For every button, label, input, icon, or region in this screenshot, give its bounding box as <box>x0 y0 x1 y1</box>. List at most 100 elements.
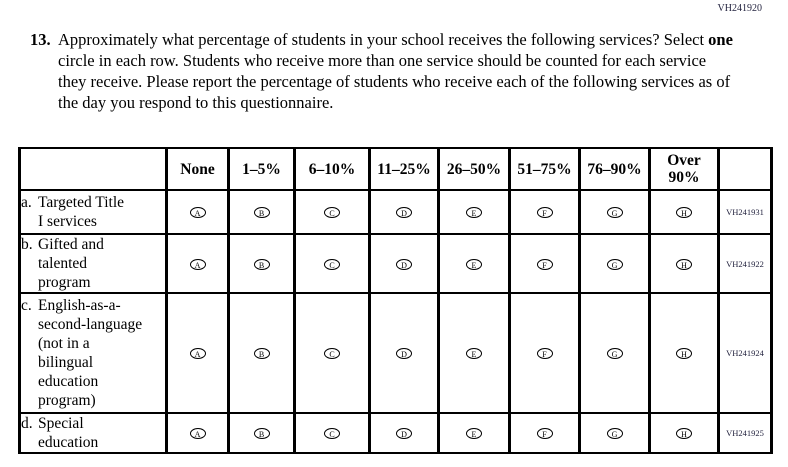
answer-cell: D <box>368 412 440 454</box>
answer-bubble-b[interactable]: B <box>253 348 270 359</box>
row-label: a. Targeted Title I services <box>18 189 168 235</box>
answer-bubble-g[interactable]: G <box>606 258 623 270</box>
code-column-header <box>717 147 773 191</box>
answer-cell: H <box>648 412 720 454</box>
answer-bubble-e[interactable]: E <box>466 207 482 218</box>
row-letter: d. <box>21 415 33 432</box>
answer-bubble-e[interactable]: E <box>466 428 482 439</box>
answer-bubble-d[interactable]: D <box>396 207 412 218</box>
answer-bubble-g[interactable]: G <box>606 207 623 218</box>
answer-cell: F <box>508 292 581 414</box>
answer-cell: G <box>578 292 651 414</box>
column-header: 26–50% <box>437 147 511 191</box>
answer-bubble-h[interactable]: H <box>676 258 692 270</box>
answer-cell: G <box>578 412 651 454</box>
table-row: b. Gifted and talented program A B C D E F G H VH241… <box>18 233 773 294</box>
column-header: Over 90% <box>648 147 720 191</box>
answer-bubble-g[interactable]: G <box>606 348 623 359</box>
row-label: b. Gifted and talented program <box>18 233 168 294</box>
question-block: 13. Approximately what percentage of stu… <box>30 29 736 113</box>
answer-bubble-c[interactable]: C <box>324 258 340 270</box>
answer-cell: D <box>368 189 440 235</box>
answer-cell: E <box>437 233 511 294</box>
answer-cell: E <box>437 189 511 235</box>
answer-bubble-c[interactable]: C <box>324 207 340 218</box>
corner-cell <box>18 147 168 191</box>
table-row: a. Targeted Title I services A B C D E F G H VH2419… <box>18 189 773 235</box>
answer-cell: F <box>508 189 581 235</box>
answer-cell: H <box>648 233 720 294</box>
answer-bubble-f[interactable]: F <box>536 428 553 439</box>
answer-cell: C <box>293 292 371 414</box>
answer-cell: A <box>165 412 230 454</box>
question-text-part: circle in each row. Students who receive… <box>58 51 731 112</box>
answer-bubble-c[interactable]: C <box>324 428 340 439</box>
row-label-text: Gifted and talented program <box>38 236 104 291</box>
row-label-text: Special education <box>38 415 99 451</box>
answer-bubble-a[interactable]: A <box>189 207 206 218</box>
answer-cell: B <box>227 292 296 414</box>
answer-cell: A <box>165 189 230 235</box>
row-label-text: Targeted Title I services <box>38 194 125 230</box>
row-code: VH241924 <box>717 292 773 414</box>
answer-bubble-a[interactable]: A <box>189 428 206 439</box>
answer-bubble-g[interactable]: G <box>606 428 623 439</box>
answer-cell: C <box>293 189 371 235</box>
table-header-row: None 1–5% 6–10% 11–25% 26–50% 51–75% 76–90% Ove… <box>18 147 773 191</box>
row-letter: a. <box>21 194 32 211</box>
row-label: d. Special education <box>18 412 168 454</box>
row-letter: c. <box>21 297 32 314</box>
answer-cell: C <box>293 233 371 294</box>
answer-bubble-f[interactable]: F <box>536 207 553 218</box>
answer-bubble-f[interactable]: F <box>536 348 553 359</box>
answer-bubble-b[interactable]: B <box>253 428 270 439</box>
row-code: VH241931 <box>717 189 773 235</box>
answer-bubble-a[interactable]: A <box>189 258 206 270</box>
answer-bubble-e[interactable]: E <box>466 258 482 270</box>
answer-cell: D <box>368 233 440 294</box>
row-label-text: English-as-a-second-language (not in a bil… <box>38 297 143 409</box>
question-number: 13. <box>30 30 51 49</box>
answer-cell: B <box>227 189 296 235</box>
answer-bubble-d[interactable]: D <box>396 348 412 359</box>
row-code: VH241925 <box>717 412 773 454</box>
row-letter: b. <box>21 236 33 253</box>
answer-bubble-d[interactable]: D <box>396 428 412 439</box>
answer-cell: A <box>165 233 230 294</box>
answer-bubble-c[interactable]: C <box>324 348 340 359</box>
answer-cell: H <box>648 189 720 235</box>
answer-bubble-f[interactable]: F <box>536 258 553 270</box>
answer-cell: H <box>648 292 720 414</box>
column-header: None <box>165 147 230 191</box>
answer-cell: G <box>578 233 651 294</box>
row-code: VH241922 <box>717 233 773 294</box>
column-header: 76–90% <box>578 147 651 191</box>
answer-cell: C <box>293 412 371 454</box>
column-header: 6–10% <box>293 147 371 191</box>
answer-bubble-h[interactable]: H <box>676 207 692 218</box>
question-text: Approximately what percentage of student… <box>58 29 736 113</box>
answer-cell: F <box>508 412 581 454</box>
answer-cell: G <box>578 189 651 235</box>
answer-bubble-b[interactable]: B <box>253 207 270 218</box>
table-row: d. Special education A B C D E F G H VH241925 <box>18 412 773 454</box>
answer-cell: D <box>368 292 440 414</box>
column-header: 11–25% <box>368 147 440 191</box>
answer-bubble-d[interactable]: D <box>396 258 412 270</box>
question-text-part: Approximately what percentage of student… <box>58 30 709 49</box>
answer-cell: E <box>437 292 511 414</box>
answer-bubble-b[interactable]: B <box>253 258 270 270</box>
answer-bubble-h[interactable]: H <box>676 348 692 359</box>
answer-bubble-e[interactable]: E <box>466 348 482 359</box>
answer-cell: B <box>227 233 296 294</box>
services-table: None 1–5% 6–10% 11–25% 26–50% 51–75% 76–90% Ove… <box>18 147 773 454</box>
answer-bubble-h[interactable]: H <box>676 428 692 439</box>
column-header: 51–75% <box>508 147 581 191</box>
answer-cell: E <box>437 412 511 454</box>
answer-bubble-a[interactable]: A <box>189 348 206 359</box>
answer-cell: B <box>227 412 296 454</box>
column-header: 1–5% <box>227 147 296 191</box>
